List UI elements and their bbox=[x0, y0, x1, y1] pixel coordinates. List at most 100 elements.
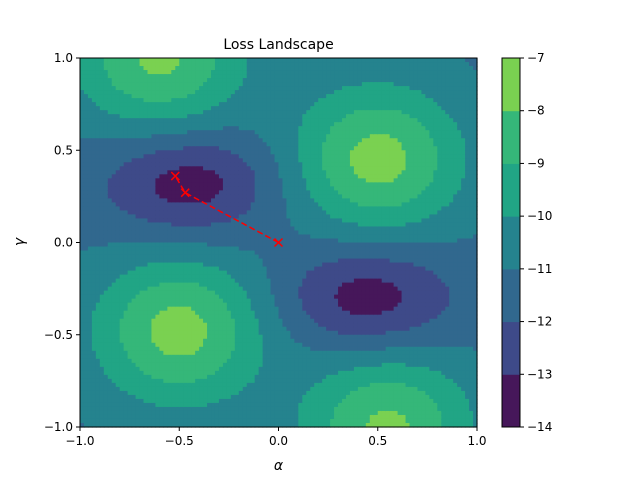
contour-cell bbox=[131, 206, 137, 212]
contour-cell bbox=[278, 230, 284, 236]
contour-cell bbox=[111, 190, 117, 195]
contour-cell bbox=[151, 190, 157, 195]
contour-cell bbox=[135, 422, 141, 428]
contour-cell bbox=[222, 138, 228, 143]
contour-cell bbox=[119, 214, 125, 220]
contour-cell bbox=[179, 242, 184, 248]
contour-cell bbox=[203, 130, 208, 135]
contour-cell bbox=[87, 258, 93, 264]
contour-cell bbox=[250, 94, 256, 99]
contour-cell bbox=[218, 274, 224, 280]
contour-cell bbox=[214, 226, 220, 232]
contour-cell bbox=[211, 398, 216, 404]
contour-cell bbox=[155, 174, 160, 179]
contour-cell bbox=[163, 334, 168, 340]
contour-cell bbox=[139, 138, 145, 143]
contour-cell bbox=[80, 406, 85, 412]
contour-cell bbox=[171, 310, 176, 316]
contour-cell bbox=[274, 118, 280, 123]
contour-cell bbox=[123, 262, 129, 268]
contour-cell bbox=[155, 334, 160, 340]
contour-cell bbox=[250, 158, 256, 163]
contour-cell bbox=[214, 74, 220, 79]
contour-cell bbox=[183, 122, 188, 127]
contour-cell bbox=[163, 406, 168, 412]
contour-cell bbox=[226, 242, 232, 248]
contour-cell bbox=[199, 386, 204, 392]
contour-cell bbox=[262, 214, 268, 220]
contour-cell bbox=[175, 298, 180, 304]
contour-cell bbox=[218, 254, 224, 260]
contour-cell bbox=[91, 254, 97, 260]
contour-cell bbox=[80, 386, 85, 392]
contour-cell bbox=[111, 326, 117, 332]
contour-cell bbox=[147, 126, 153, 131]
contour-cell bbox=[191, 206, 196, 212]
contour-cell bbox=[290, 222, 295, 228]
contour-cell bbox=[135, 70, 141, 75]
contour-cell bbox=[135, 126, 141, 131]
contour-cell bbox=[171, 346, 176, 352]
contour-cell bbox=[135, 166, 141, 171]
contour-cell bbox=[282, 134, 288, 139]
contour-cell bbox=[274, 410, 280, 416]
contour-cell bbox=[115, 90, 121, 95]
contour-cell bbox=[270, 302, 276, 308]
contour-cell bbox=[203, 70, 208, 75]
contour-cell bbox=[159, 330, 164, 336]
contour-cell bbox=[151, 242, 157, 248]
contour-cell bbox=[151, 150, 157, 155]
contour-cell bbox=[123, 230, 129, 236]
contour-cell bbox=[183, 394, 188, 400]
contour-cell bbox=[151, 162, 157, 167]
contour-cell bbox=[167, 70, 172, 75]
contour-cell bbox=[211, 126, 216, 131]
contour-cell bbox=[147, 366, 153, 372]
contour-cell bbox=[91, 378, 97, 384]
contour-cell bbox=[83, 130, 89, 135]
contour-cell bbox=[107, 98, 113, 103]
contour-cell bbox=[187, 306, 192, 312]
contour-cell bbox=[214, 126, 220, 131]
contour-cell bbox=[234, 126, 240, 131]
contour-cell bbox=[155, 386, 160, 392]
contour-cell bbox=[175, 214, 180, 220]
contour-cell bbox=[123, 266, 129, 272]
contour-cell bbox=[290, 422, 295, 428]
contour-cell bbox=[218, 190, 224, 195]
contour-cell bbox=[191, 114, 196, 119]
contour-cell bbox=[266, 174, 272, 179]
contour-cell bbox=[187, 418, 192, 424]
contour-cell bbox=[95, 358, 101, 364]
contour-cell bbox=[127, 178, 133, 183]
contour-cell bbox=[175, 122, 180, 127]
contour-cell bbox=[262, 386, 268, 392]
contour-cell bbox=[119, 326, 125, 332]
contour-cell bbox=[131, 398, 137, 404]
contour-cell bbox=[111, 346, 117, 352]
contour-cell bbox=[87, 130, 93, 135]
contour-cell bbox=[143, 302, 149, 308]
contour-cell bbox=[179, 254, 184, 260]
contour-cell bbox=[203, 262, 208, 268]
contour-cell bbox=[179, 146, 184, 151]
contour-cell bbox=[95, 278, 101, 284]
contour-cell bbox=[286, 138, 292, 143]
contour-cell bbox=[294, 106, 299, 111]
contour-cell bbox=[258, 322, 264, 328]
contour-cell bbox=[250, 378, 256, 384]
contour-cell bbox=[95, 222, 101, 228]
contour-cell bbox=[207, 350, 212, 356]
contour-cell bbox=[155, 214, 160, 220]
contour-cell bbox=[151, 358, 157, 364]
contour-cell bbox=[254, 366, 260, 372]
contour-cell bbox=[230, 278, 236, 284]
contour-cell bbox=[119, 418, 125, 424]
contour-cell bbox=[226, 102, 232, 107]
contour-cell bbox=[115, 402, 121, 408]
contour-cell bbox=[111, 78, 117, 83]
contour-cell bbox=[242, 282, 248, 288]
contour-cell bbox=[143, 86, 149, 91]
contour-cell bbox=[254, 194, 260, 199]
contour-cell bbox=[262, 350, 268, 356]
